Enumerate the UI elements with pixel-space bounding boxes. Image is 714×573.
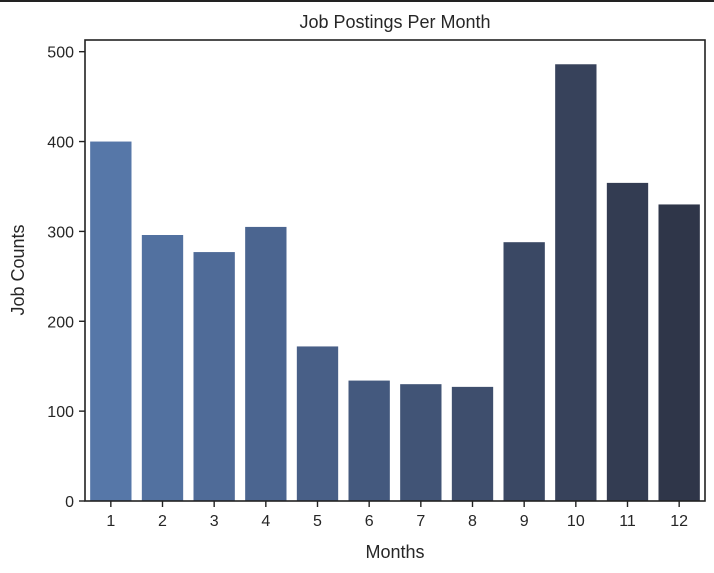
x-tick-label: 3 [210,513,219,530]
x-tick-label: 8 [468,513,477,530]
bar-month-5 [296,346,339,501]
bar-month-1 [90,141,132,501]
bar-month-12 [658,204,700,501]
bar-month-4 [245,226,287,501]
x-tick-label: 1 [106,513,115,530]
x-tick-label: 9 [520,513,529,530]
bar-month-2 [141,235,184,501]
y-axis-label: Job Counts [8,224,28,315]
x-tick-label: 5 [313,513,322,530]
x-tick-label: 10 [567,513,585,530]
chart-title: Job Postings Per Month [299,12,490,32]
x-tick-label: 6 [365,513,374,530]
x-axis-ticks: 1 2 3 4 5 6 7 8 9 10 11 12 [106,501,688,530]
y-tick-label: 300 [47,224,74,241]
x-tick-label: 12 [670,513,688,530]
bar-month-3 [193,252,235,501]
bar-month-8 [451,386,494,501]
x-axis-label: Months [365,542,424,562]
bar-month-6 [348,380,390,501]
y-tick-label: 500 [47,45,74,62]
y-tick-label: 100 [47,404,74,421]
x-tick-label: 7 [416,513,425,530]
bars-group [90,64,700,502]
x-tick-label: 2 [158,513,167,530]
x-tick-label: 11 [619,513,636,530]
top-border-rule [0,0,714,2]
y-tick-label: 400 [47,135,74,152]
bar-month-10 [555,64,597,502]
y-tick-label: 0 [65,494,74,511]
y-axis-ticks: 0 100 200 300 400 500 [47,45,85,511]
y-tick-label: 200 [47,314,74,331]
bar-month-7 [400,384,442,501]
x-tick-label: 4 [261,513,270,530]
bar-month-9 [503,242,545,501]
plot-frame [84,39,706,502]
bar-month-11 [606,182,649,501]
